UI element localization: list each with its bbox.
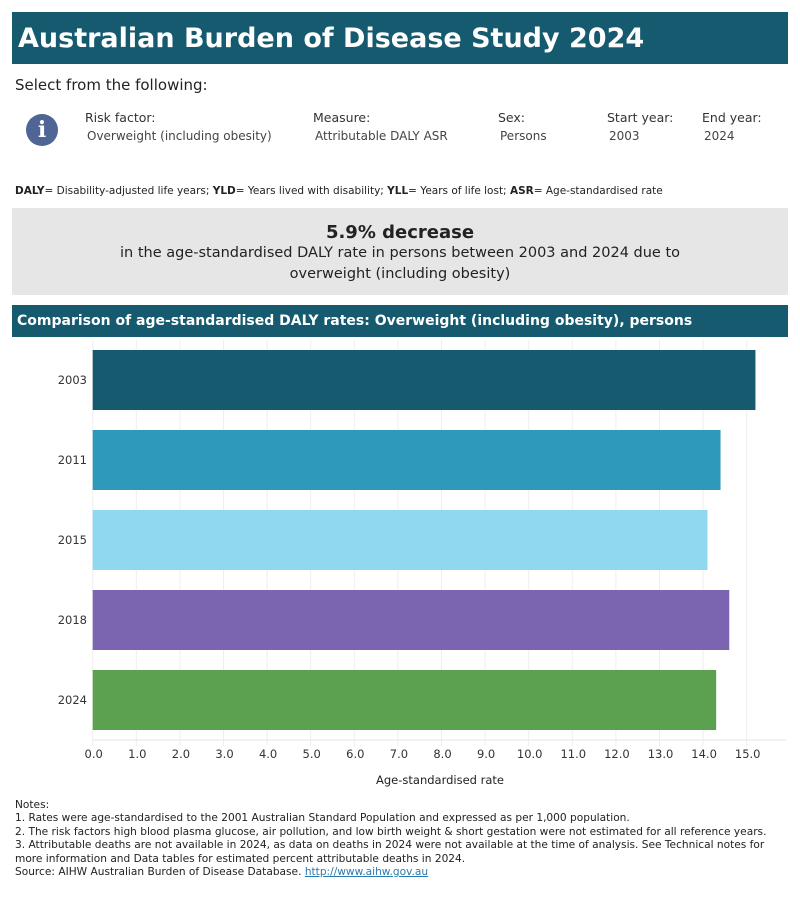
x-tick-label: 15.0 <box>735 747 761 761</box>
y-category-label: 2018 <box>58 613 87 627</box>
filter-label: Measure: <box>313 110 371 125</box>
summary-text: in the age-standardised DALY rate in per… <box>120 245 681 282</box>
x-tick-label: 11.0 <box>560 747 586 761</box>
note-item: 1. Rates were age-standardised to the 20… <box>15 812 630 825</box>
source-line: Source: AIHW Australian Burden of Diseas… <box>15 866 790 879</box>
filter-end-year[interactable]: End year: 2024 <box>702 110 762 143</box>
abbr-def: = Disability-adjusted life years; <box>44 185 213 197</box>
bar-2024 <box>92 670 717 730</box>
x-tick-label: 0.0 <box>85 747 103 761</box>
abbreviation-legend: DALY= Disability-adjusted life years; YL… <box>15 185 663 197</box>
summary-headline: 5.9% decrease <box>325 222 475 243</box>
x-tick-label: 12.0 <box>604 747 630 761</box>
y-category-label: 2011 <box>58 453 87 467</box>
x-tick-label: 6.0 <box>346 747 364 761</box>
abbr-term: YLD <box>212 185 236 197</box>
abbr-def: = Years of life lost; <box>408 185 510 197</box>
chart-title: Comparison of age-standardised DALY rate… <box>12 305 788 337</box>
bar-2018 <box>92 590 730 650</box>
y-category-label: 2024 <box>58 693 87 707</box>
page-title: Australian Burden of Disease Study 2024 <box>12 12 788 64</box>
abbr-def: = Years lived with disability; <box>235 185 388 197</box>
filter-measure[interactable]: Measure: Attributable DALY ASR <box>313 110 448 143</box>
x-tick-label: 7.0 <box>390 747 408 761</box>
select-prompt: Select from the following: <box>15 76 208 94</box>
abbr-term: DALY <box>15 185 45 197</box>
x-tick-label: 4.0 <box>259 747 277 761</box>
filter-sex[interactable]: Sex: Persons <box>498 110 547 143</box>
filter-value[interactable]: 2024 <box>704 129 735 143</box>
bar-2015 <box>92 510 708 570</box>
y-category-label: 2015 <box>58 533 87 547</box>
filter-label: End year: <box>702 110 762 125</box>
abbr-def: = Age-standardised rate <box>533 185 663 197</box>
filter-value[interactable]: Overweight (including obesity) <box>87 129 272 143</box>
filter-start-year[interactable]: Start year: 2003 <box>607 110 673 143</box>
x-tick-label: 5.0 <box>303 747 321 761</box>
abbr-term: YLL <box>387 185 409 197</box>
source-text: Source: AIHW Australian Burden of Diseas… <box>15 866 305 879</box>
source-link[interactable]: http://www.aihw.gov.au <box>304 866 429 879</box>
bar-2011 <box>92 430 721 490</box>
filter-label: Start year: <box>607 110 674 125</box>
x-tick-label: 13.0 <box>648 747 674 761</box>
notes: Notes: 1. Rates were age-standardised to… <box>15 799 790 879</box>
filter-value[interactable]: Persons <box>500 129 547 143</box>
x-tick-label: 8.0 <box>433 747 451 761</box>
bar-chart: 2003 2011 2015 2018 2024 0.0 1.0 2.0 3.0 4.0 5.0 6.… <box>58 340 786 787</box>
x-axis-label: Age-standardised rate <box>376 773 504 787</box>
filter-label: Sex: <box>498 110 526 125</box>
note-item: 2. The risk factors high blood plasma gl… <box>15 825 767 838</box>
x-tick-label: 3.0 <box>215 747 233 761</box>
x-tick-label: 10.0 <box>517 747 543 761</box>
x-tick-label: 9.0 <box>477 747 495 761</box>
filter-value[interactable]: Attributable DALY ASR <box>315 129 448 143</box>
filter-label: Risk factor: <box>85 110 156 125</box>
bar-2003 <box>92 350 756 410</box>
x-tick-label: 2.0 <box>172 747 190 761</box>
summary-box: 5.9% decrease in the age-standardised DA… <box>12 208 788 295</box>
x-tick-label: 14.0 <box>691 747 717 761</box>
x-tick-label: 1.0 <box>128 747 146 761</box>
note-item: 3. Attributable deaths are not available… <box>15 839 765 865</box>
notes-heading: Notes: <box>15 799 50 811</box>
abbr-term: ASR <box>509 185 534 197</box>
filter-risk-factor[interactable]: Risk factor: Overweight (including obesi… <box>85 110 272 143</box>
info-icon[interactable]: i <box>26 114 58 146</box>
filter-value[interactable]: 2003 <box>609 129 640 143</box>
y-category-label: 2003 <box>58 373 87 387</box>
